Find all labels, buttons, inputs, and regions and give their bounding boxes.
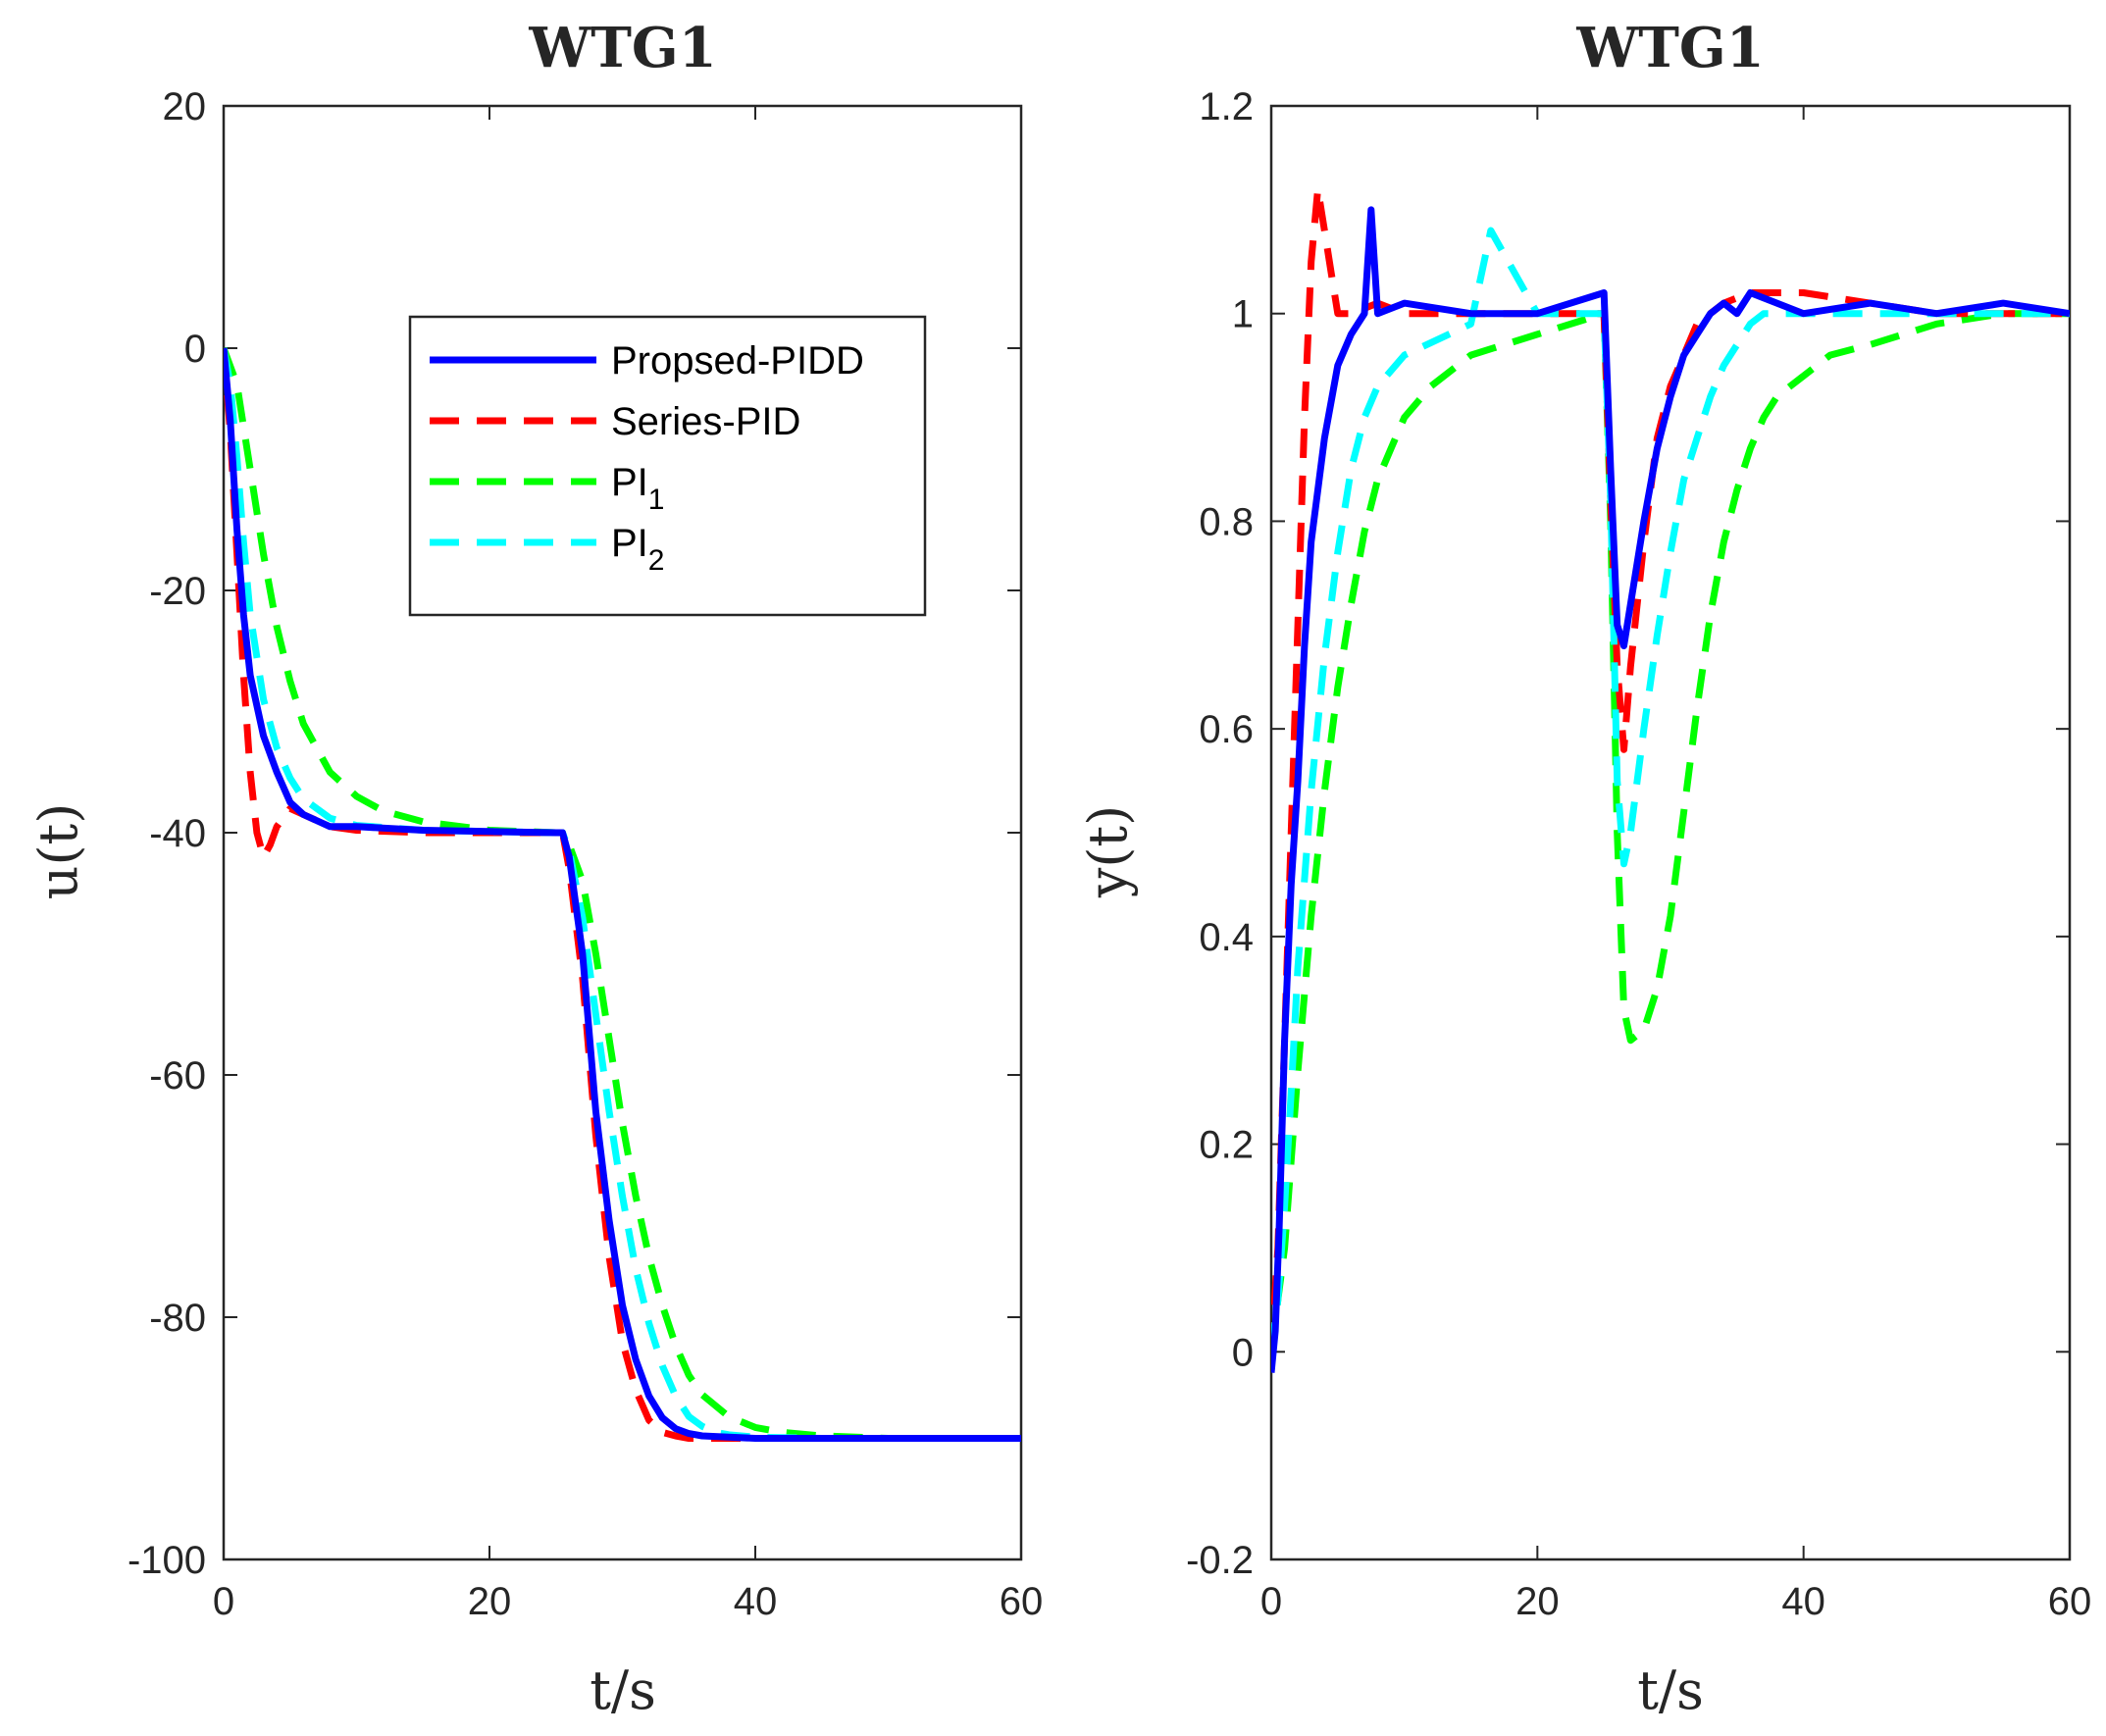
x-tick-label: 40 — [734, 1580, 778, 1623]
right-chart-title: WTG1 — [1575, 16, 1764, 80]
y-tick-label: 20 — [163, 85, 207, 128]
y-tick-label: 0 — [184, 328, 206, 371]
x-tick-label: 20 — [468, 1580, 512, 1623]
left-x-axis-label: t/s — [590, 1659, 656, 1721]
series-line-pi-2 — [1271, 227, 2070, 1353]
series-line-propsed-pidd — [1271, 206, 2070, 1373]
y-tick-label: 0.6 — [1199, 708, 1254, 751]
left-chart-title: WTG1 — [528, 16, 716, 80]
right-y-axis-label: y(t) — [1077, 805, 1139, 898]
x-tick-label: 60 — [2048, 1580, 2092, 1623]
y-tick-label: 1.2 — [1199, 85, 1254, 128]
x-tick-label: 0 — [1260, 1580, 1282, 1623]
y-tick-label: -60 — [149, 1054, 206, 1098]
right-axes: WTG1 y(t) t/s 0 20 40 60-0.200.20.40.60.811… — [1077, 16, 2091, 1721]
y-tick-label: -80 — [149, 1297, 206, 1340]
y-tick-label: -20 — [149, 570, 206, 613]
right-plot-area: 0 20 40 60-0.200.20.40.60.811.2 — [1186, 85, 2091, 1623]
x-tick-label: 40 — [1781, 1580, 1825, 1623]
y-tick-label: 0.8 — [1199, 500, 1254, 543]
series-line-pi-1 — [224, 346, 1021, 1442]
x-tick-label: 20 — [1515, 1580, 1560, 1623]
y-tick-label: 0.4 — [1199, 916, 1254, 959]
y-tick-label: -100 — [128, 1539, 206, 1582]
y-tick-label: 0 — [1232, 1331, 1254, 1374]
left-plot-area: 0 20 40 60 -100 -80 -60 -40 -20 0 20 Propsed-PIDD Se… — [128, 85, 1043, 1623]
x-tick-label: 60 — [1000, 1580, 1044, 1623]
left-y-axis-label: u(t) — [27, 803, 89, 900]
series-line-series-pid — [1271, 185, 2070, 1353]
y-tick-label: 0.2 — [1199, 1124, 1254, 1167]
series-line-propsed-pidd — [224, 347, 1021, 1442]
legend-box — [408, 315, 927, 617]
axes-box — [1269, 104, 2072, 1561]
series-line-pi-1 — [1271, 310, 2070, 1353]
legend-entry-label: Propsed-PIDD — [611, 339, 864, 383]
left-axes: WTG1 u(t) t/s 0 20 40 60 -100 -80 -60 -40 -20 0 20… — [27, 16, 1043, 1721]
legend-entry-label: Series-PID — [611, 400, 800, 443]
y-tick-label: 1 — [1232, 293, 1254, 336]
x-tick-label: 0 — [213, 1580, 234, 1623]
right-x-axis-label: t/s — [1637, 1659, 1704, 1721]
y-tick-label: -40 — [149, 812, 206, 855]
y-tick-label: -0.2 — [1186, 1539, 1254, 1582]
